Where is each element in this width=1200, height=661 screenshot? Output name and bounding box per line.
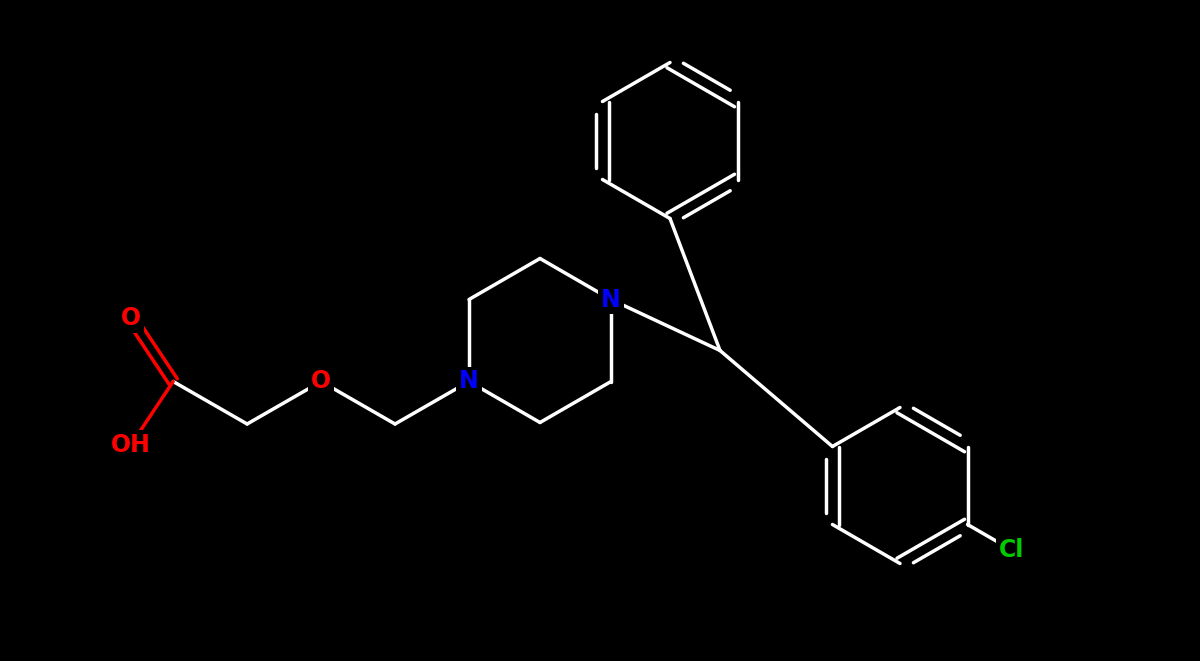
Text: OH: OH [110,433,151,457]
Text: N: N [460,369,479,393]
Text: N: N [601,288,620,311]
Text: O: O [311,369,331,393]
Text: Cl: Cl [998,538,1024,562]
Text: O: O [121,306,140,330]
